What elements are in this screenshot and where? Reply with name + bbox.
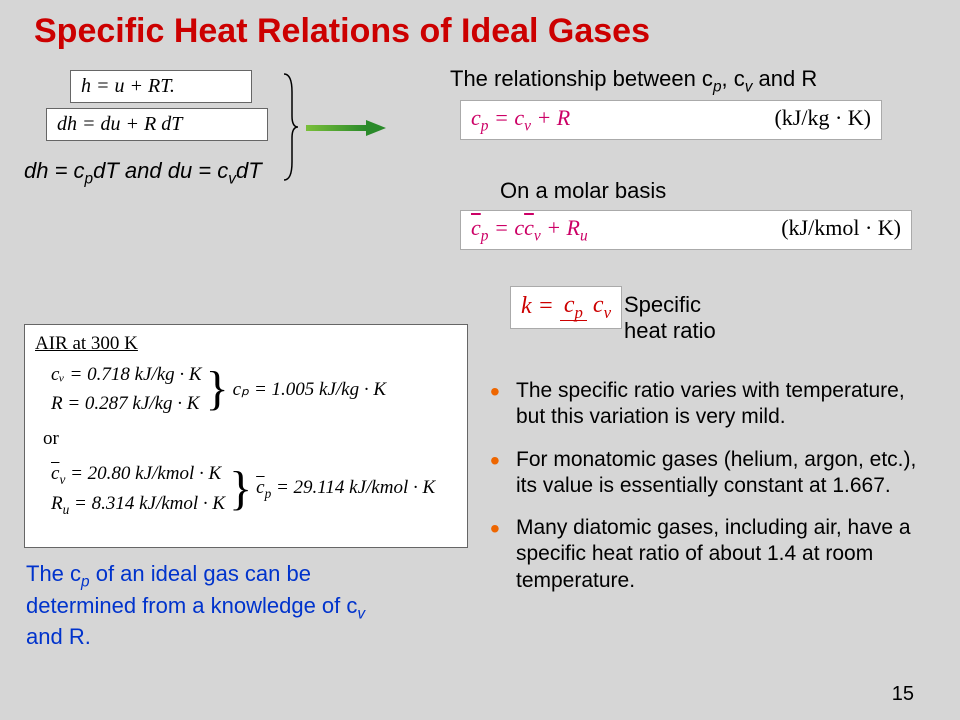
air-header: AIR at 300 K	[35, 333, 457, 355]
bullet-item: For monatomic gases (helium, argon, etc.…	[490, 447, 930, 500]
slide-title: Specific Heat Relations of Ideal Gases	[34, 12, 650, 51]
figure-caption: The cp of an ideal gas can be determined…	[26, 560, 386, 651]
equation-dh: dh = du + R dT	[46, 108, 268, 141]
definitions-line: dh = cpdT and du = cvdT	[24, 158, 262, 188]
bullet-list: The specific ratio varies with temperatu…	[490, 378, 930, 610]
molar-basis-label: On a molar basis	[500, 178, 666, 204]
page-number: 15	[892, 683, 914, 706]
specific-heat-ratio-label: Specificheat ratio	[624, 292, 716, 345]
relationship-label: The relationship between cp, cv and R	[450, 66, 817, 96]
air-data-box: AIR at 300 K cᵥ = 0.718 kJ/kg · K R = 0.…	[24, 324, 468, 548]
bullet-item: The specific ratio varies with temperatu…	[490, 378, 930, 431]
grouping-brace-icon	[280, 72, 300, 182]
bullet-item: Many diatomic gases, including air, have…	[490, 515, 930, 594]
arrow-icon	[306, 118, 386, 138]
equation-k: k = cp cv	[510, 286, 622, 329]
equation-h: h = u + RT.	[70, 70, 252, 103]
equation-cp-bar: cp = ccv + Ru (kJ/kmol · K)	[460, 210, 912, 250]
equation-cp: cp = cv + R (kJ/kg · K)	[460, 100, 882, 140]
